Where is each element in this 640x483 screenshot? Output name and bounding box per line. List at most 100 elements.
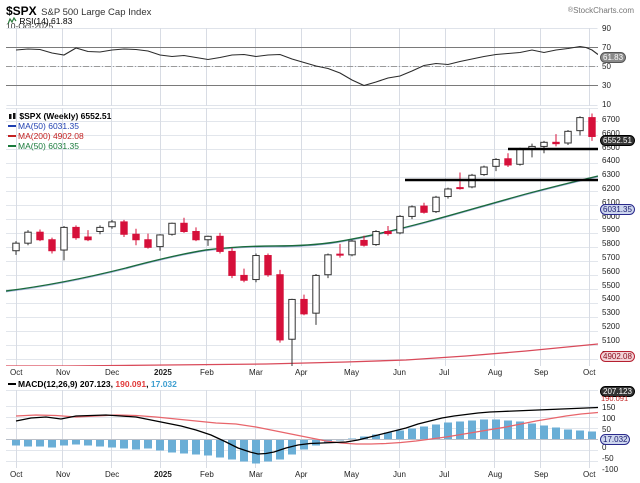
macd-signal-badge: 190.091 (601, 394, 629, 403)
price-ylabel-5900: 5900 (602, 225, 620, 235)
macd-hist-badge: 17.032 (600, 434, 631, 445)
symbol-description: S&P 500 Large Cap Index (41, 7, 152, 18)
rsi-ylabel-30: 30 (602, 81, 611, 90)
x-label-Apr: Apr (295, 368, 308, 377)
x-label-Oct: Oct (10, 470, 23, 479)
macd-ylabel-0: 0 (602, 443, 607, 452)
price-ylabel-6600: 6600 (602, 128, 620, 138)
rsi-current-badge: 61.83 (600, 52, 627, 63)
macd-plot (6, 390, 598, 468)
price-ma2-badge: 4902.08 (600, 351, 635, 362)
ma2-swatch-icon (8, 135, 16, 137)
x-label-2025: 2025 (154, 368, 172, 377)
rsi-legend: RSI(14) 61.83 (8, 16, 72, 26)
macd-ylabel-150: 150 (602, 403, 616, 412)
x-label-Oct: Oct (583, 470, 596, 479)
ma200-line (6, 343, 598, 366)
registered-mark-icon: ® (567, 7, 574, 14)
rsi-ylabel-90: 90 (602, 24, 611, 33)
price-panel: $SPX (Weekly) 6552.51 MA(50) 6031.35 MA(… (6, 108, 598, 366)
macd-panel: MACD(12,26,9) 207.123, 190.091, 17.032 (6, 379, 598, 468)
x-label-Aug: Aug (488, 470, 503, 479)
price-ylabel-6400: 6400 (602, 156, 620, 166)
macd-signal-line (15, 411, 598, 445)
price-legend-ma3-row: MA(50) 6031.35 (8, 141, 111, 151)
x-label-May: May (344, 470, 360, 479)
x-label-Oct: Oct (10, 368, 23, 377)
price-vgrid (16, 108, 590, 366)
price-legend: $SPX (Weekly) 6552.51 MA(50) 6031.35 MA(… (8, 111, 111, 151)
x-label-Nov: Nov (56, 470, 71, 479)
x-label-Jul: Jul (439, 470, 450, 479)
stockcharts-brand: ®StockCharts.com (568, 6, 634, 15)
price-ylabel-5200: 5200 (602, 322, 620, 331)
price-ylabel-5100: 5100 (602, 335, 620, 345)
brand-text: StockCharts.com (573, 6, 634, 15)
x-label-Sep: Sep (534, 470, 549, 479)
price-ylabel-5700: 5700 (602, 253, 620, 262)
macd-ylabel-neg50: -50 (602, 454, 614, 463)
macd-swatch-icon (8, 383, 16, 385)
chart-date: 10-Oct-2025 (6, 21, 54, 31)
x-label-Dec: Dec (105, 368, 120, 377)
x-label-Jun: Jun (393, 368, 406, 377)
price-ylabel-6300: 6300 (602, 170, 620, 180)
price-legend-title: $SPX (Weekly) 6552.51 (19, 111, 112, 121)
rsi-line (15, 45, 598, 87)
price-last-badge: 6552.51 (600, 135, 635, 146)
macd-legend: MACD(12,26,9) 207.123, 190.091, 17.032 (8, 379, 177, 389)
price-legend-ma3: MA(50) 6031.35 (18, 141, 79, 151)
ma50-blue-line (6, 176, 598, 293)
price-ylabel-5500: 5500 (602, 280, 620, 290)
price-ylabel-6200: 6200 (602, 184, 620, 193)
price-legend-ma1: MA(50) 6031.35 (18, 121, 79, 131)
x-label-Feb: Feb (200, 368, 214, 377)
x-label-May: May (344, 368, 360, 377)
macd-legend-hist: 17.032 (150, 379, 177, 389)
macd-line (15, 406, 598, 455)
x-label-Nov: Nov (56, 368, 71, 377)
ma3-swatch-icon (8, 145, 16, 147)
price-ylabel-6100: 6100 (602, 197, 620, 207)
price-ylabel-6000: 6000 (602, 211, 620, 221)
price-ylabel-5300: 5300 (602, 308, 620, 318)
rsi-panel: RSI(14) 61.83 (6, 16, 598, 106)
x-label-Feb: Feb (200, 470, 214, 479)
rsi-ylabel-10: 10 (602, 100, 611, 109)
price-ylabel-5600: 5600 (602, 266, 620, 276)
rsi-sparkline-icon (8, 17, 17, 25)
x-label-Dec: Dec (105, 470, 120, 479)
x-label-Jun: Jun (393, 470, 406, 479)
price-ylabel-5400: 5400 (602, 294, 620, 304)
price-legend-ma2-row: MA(200) 4902.08 (8, 131, 111, 141)
rsi-legend-text: RSI(14) 61.83 (19, 16, 73, 26)
macd-ylabel-50: 50 (602, 425, 611, 434)
macd-ylabel-neg100: -100 (602, 465, 619, 474)
price-plot (6, 108, 598, 366)
x-label-Apr: Apr (295, 470, 308, 479)
macd-ylabel-100: 100 (602, 414, 616, 423)
price-ylabel-6700: 6700 (602, 115, 620, 124)
rsi-ylabel-70: 70 (602, 43, 611, 52)
symbol-line: $SPX S&P 500 Large Cap Index (6, 2, 151, 20)
x-label-Mar: Mar (249, 368, 263, 377)
macd-legend-value: 207.123 (79, 379, 111, 389)
price-legend-title-row: $SPX (Weekly) 6552.51 (8, 111, 111, 121)
macd-legend-label: MACD(12,26,9) (18, 379, 78, 389)
ma50-line (6, 175, 598, 292)
price-ylabel-6500: 6500 (602, 142, 620, 152)
macd-legend-signal: 190.091 (115, 379, 147, 389)
price-ylabel-5800: 5800 (602, 239, 620, 249)
x-label-Sep: Sep (534, 368, 549, 377)
x-label-Mar: Mar (249, 470, 263, 479)
x-label-Oct: Oct (583, 368, 596, 377)
rsi-plot (6, 28, 598, 106)
x-label-Jul: Jul (439, 368, 450, 377)
rsi-ylabel-50: 50 (602, 62, 611, 71)
price-ma1-badge: 6031.35 (600, 204, 635, 215)
ma1-swatch-icon (8, 125, 16, 127)
rsi-vgrid (16, 28, 590, 106)
x-label-Aug: Aug (488, 368, 503, 377)
macd-value-badge: 207.123 (600, 386, 635, 397)
